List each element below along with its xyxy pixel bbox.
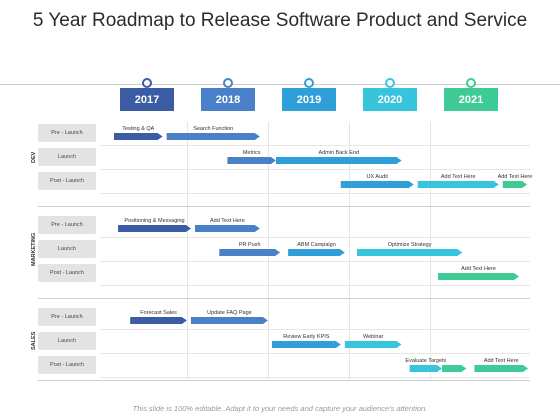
task-label: ABM Campaign — [297, 242, 336, 248]
task-bar — [344, 341, 402, 348]
task-label: Optimize Strategy — [388, 242, 432, 248]
task-bar — [288, 249, 345, 256]
task-label: Testing & QA — [122, 126, 154, 132]
row-divider — [100, 169, 530, 170]
year-2017: 2017 — [120, 88, 174, 111]
task-label: Add Text Here — [498, 174, 533, 180]
row-divider — [100, 193, 530, 194]
row-divider — [100, 285, 530, 286]
task-label: Admin Back End — [318, 150, 359, 156]
task-label: Update FAQ Page — [207, 310, 252, 316]
row-label: Post - Launch — [38, 264, 96, 282]
task-label: Add Text Here — [210, 218, 245, 224]
task-label: Add Text Here — [484, 358, 519, 364]
task-bar — [502, 181, 528, 188]
timeline-line — [0, 84, 560, 85]
row-label: Pre - Launch — [38, 308, 96, 326]
year-marker-dot — [223, 78, 233, 88]
task-label: UX Audit — [367, 174, 389, 180]
task-bar — [166, 133, 260, 140]
task-bar — [219, 249, 281, 256]
task-bar — [438, 273, 519, 280]
task-label: Evaluate Targets — [405, 358, 446, 364]
task-bar — [340, 181, 414, 188]
task-label: Webinar — [363, 334, 384, 340]
group-divider — [38, 206, 530, 207]
task-label: Search Function — [193, 126, 233, 132]
row-divider — [100, 353, 530, 354]
task-bar — [474, 365, 528, 372]
task-label: PR Push — [239, 242, 261, 248]
year-marker-dot — [142, 78, 152, 88]
task-bar — [118, 225, 191, 232]
year-2021: 2021 — [444, 88, 498, 111]
row-divider — [100, 237, 530, 238]
task-label: Metrics — [243, 150, 261, 156]
task-label: Forecast Sales — [140, 310, 177, 316]
year-2020: 2020 — [363, 88, 417, 111]
task-label: Add Text Here — [441, 174, 476, 180]
group-divider — [38, 298, 530, 299]
row-label: Launch — [38, 148, 96, 166]
task-bar — [442, 365, 467, 372]
grid-column-line — [187, 122, 188, 380]
year-marker-dot — [304, 78, 314, 88]
task-bar — [409, 365, 443, 372]
row-label: Post - Launch — [38, 172, 96, 190]
row-divider — [100, 377, 530, 378]
page-title: 5 Year Roadmap to Release Software Produ… — [32, 10, 528, 31]
row-divider — [100, 261, 530, 262]
task-bar — [357, 249, 463, 256]
task-bar — [130, 317, 187, 324]
row-divider — [100, 329, 530, 330]
task-bar — [271, 341, 341, 348]
row-label: Post - Launch — [38, 356, 96, 374]
row-label: Launch — [38, 332, 96, 350]
task-bar — [276, 157, 402, 164]
row-label: Launch — [38, 240, 96, 258]
task-bar — [190, 317, 268, 324]
task-bar — [114, 133, 163, 140]
year-marker-dot — [385, 78, 395, 88]
task-label: Review Early KPIS — [283, 334, 329, 340]
year-2018: 2018 — [201, 88, 255, 111]
task-bar — [227, 157, 276, 164]
task-label: Add Text Here — [461, 266, 496, 272]
year-marker-dot — [466, 78, 476, 88]
footer-note: This slide is 100% editable. Adapt it to… — [132, 404, 428, 413]
task-bar — [195, 225, 260, 232]
group-divider — [38, 380, 530, 381]
task-label: Positioning & Messaging — [124, 218, 184, 224]
row-label: Pre - Launch — [38, 124, 96, 142]
row-divider — [100, 145, 530, 146]
row-label: Pre - Launch — [38, 216, 96, 234]
grid-column-line — [349, 122, 350, 380]
year-2019: 2019 — [282, 88, 336, 111]
task-bar — [417, 181, 499, 188]
